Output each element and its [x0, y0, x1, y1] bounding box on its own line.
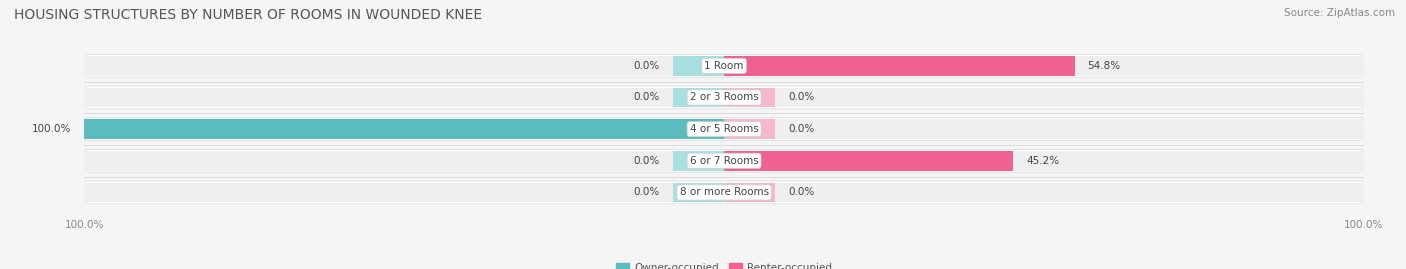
- Bar: [84, 56, 724, 76]
- Text: 0.0%: 0.0%: [787, 93, 814, 102]
- Text: 0.0%: 0.0%: [634, 61, 661, 71]
- Legend: Owner-occupied, Renter-occupied: Owner-occupied, Renter-occupied: [612, 259, 837, 269]
- Text: 54.8%: 54.8%: [1087, 61, 1121, 71]
- Bar: [724, 119, 775, 139]
- Bar: [724, 56, 1364, 76]
- FancyBboxPatch shape: [84, 54, 1364, 77]
- Bar: [724, 88, 775, 107]
- Bar: [673, 56, 724, 76]
- Text: 1 Room: 1 Room: [704, 61, 744, 71]
- Text: 0.0%: 0.0%: [634, 93, 661, 102]
- FancyBboxPatch shape: [84, 181, 1364, 204]
- Bar: [724, 88, 1364, 107]
- Bar: [84, 88, 724, 107]
- Bar: [724, 119, 1364, 139]
- Bar: [84, 119, 724, 139]
- Text: 4 or 5 Rooms: 4 or 5 Rooms: [690, 124, 758, 134]
- Bar: [84, 183, 724, 202]
- Bar: [84, 119, 724, 139]
- Text: 45.2%: 45.2%: [1026, 156, 1059, 166]
- Bar: [673, 183, 724, 202]
- Bar: [84, 151, 724, 171]
- Text: HOUSING STRUCTURES BY NUMBER OF ROOMS IN WOUNDED KNEE: HOUSING STRUCTURES BY NUMBER OF ROOMS IN…: [14, 8, 482, 22]
- Text: 0.0%: 0.0%: [634, 187, 661, 197]
- FancyBboxPatch shape: [84, 86, 1364, 109]
- FancyBboxPatch shape: [84, 149, 1364, 172]
- Text: 0.0%: 0.0%: [634, 156, 661, 166]
- Bar: [673, 88, 724, 107]
- Text: 0.0%: 0.0%: [787, 187, 814, 197]
- Bar: [673, 151, 724, 171]
- Text: 100.0%: 100.0%: [32, 124, 72, 134]
- Text: Source: ZipAtlas.com: Source: ZipAtlas.com: [1284, 8, 1395, 18]
- FancyBboxPatch shape: [84, 118, 1364, 140]
- Text: 6 or 7 Rooms: 6 or 7 Rooms: [690, 156, 758, 166]
- Text: 2 or 3 Rooms: 2 or 3 Rooms: [690, 93, 758, 102]
- Bar: [724, 151, 1364, 171]
- Text: 8 or more Rooms: 8 or more Rooms: [679, 187, 769, 197]
- Bar: [724, 56, 1074, 76]
- Bar: [724, 183, 775, 202]
- Text: 0.0%: 0.0%: [787, 124, 814, 134]
- Bar: [724, 183, 1364, 202]
- Bar: [724, 151, 1014, 171]
